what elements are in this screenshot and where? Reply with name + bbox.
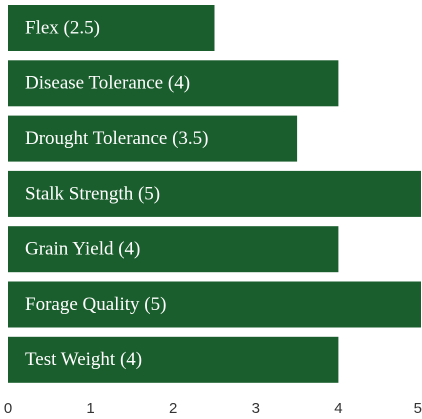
- x-tick-label: 1: [86, 400, 94, 417]
- bar: [8, 281, 421, 328]
- x-tick-label: 0: [4, 400, 12, 417]
- bar-label: Forage Quality (5): [25, 294, 166, 315]
- bar-label: Stalk Strength (5): [25, 183, 160, 204]
- x-tick-label: 5: [414, 400, 422, 417]
- bar: [8, 115, 298, 162]
- x-tick-label: 3: [252, 400, 260, 417]
- bar-label: Test Weight (4): [25, 349, 142, 370]
- x-tick-label: 4: [334, 400, 342, 417]
- bar: [8, 170, 421, 217]
- bar: [8, 60, 339, 107]
- bar-label: Grain Yield (4): [25, 239, 140, 260]
- x-tick-label: 2: [169, 400, 177, 417]
- bar-label: Drought Tolerance (3.5): [25, 128, 209, 149]
- bar: [8, 226, 339, 273]
- bar: [8, 336, 339, 383]
- bar: [8, 5, 215, 51]
- bar-label: Disease Tolerance (4): [25, 73, 190, 94]
- bar-label: Flex (2.5): [25, 17, 100, 38]
